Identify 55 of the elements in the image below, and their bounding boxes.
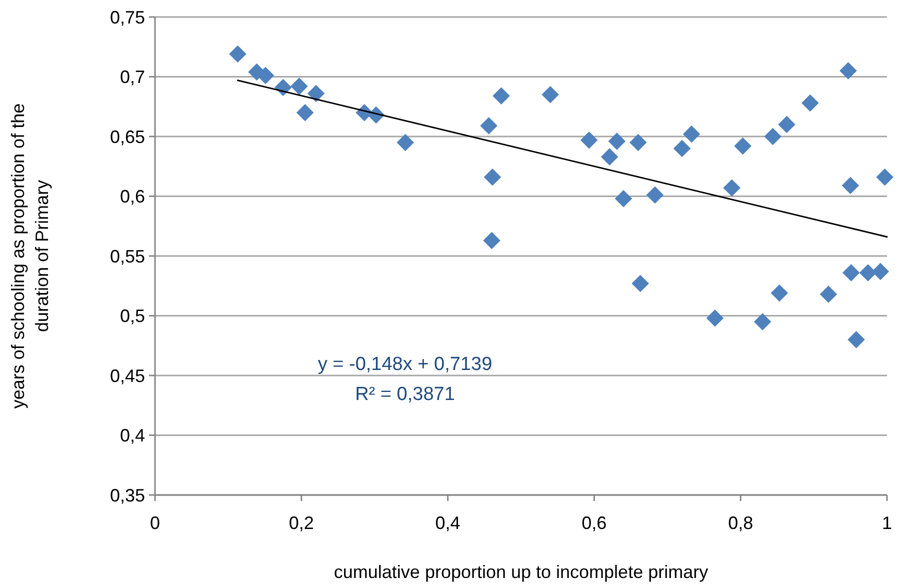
x-tick-label: 0,6 bbox=[582, 513, 607, 533]
x-tick-label: 0,2 bbox=[288, 513, 314, 533]
point bbox=[820, 286, 838, 303]
x-tick-label: 0,8 bbox=[728, 513, 754, 533]
point bbox=[614, 190, 632, 208]
point bbox=[608, 132, 626, 150]
point bbox=[483, 232, 500, 250]
point bbox=[646, 186, 664, 204]
point bbox=[290, 78, 308, 95]
point bbox=[274, 78, 292, 96]
point bbox=[734, 137, 752, 155]
point bbox=[484, 168, 502, 186]
annotation: y = -0,148x + 0,7139 bbox=[318, 354, 492, 375]
point bbox=[682, 125, 700, 143]
annotation: R² = 0,3871 bbox=[355, 384, 455, 405]
point bbox=[396, 134, 414, 152]
x-axis-title: cumulative proportion up to incomplete primary bbox=[334, 562, 708, 582]
y-tick-label: 0,55 bbox=[110, 246, 145, 266]
point bbox=[840, 62, 857, 80]
y-axis-title: years of schooling as proportion of the duration of Primary bbox=[8, 103, 52, 409]
point bbox=[480, 117, 498, 134]
point bbox=[629, 134, 647, 152]
y-tick-label: 0,7 bbox=[120, 67, 145, 88]
point bbox=[600, 148, 618, 166]
point bbox=[723, 179, 740, 197]
point bbox=[842, 176, 860, 194]
point bbox=[859, 264, 877, 282]
y-tick-label: 0,45 bbox=[110, 366, 145, 386]
y-tick-label: 0,65 bbox=[110, 126, 145, 147]
point bbox=[872, 262, 890, 280]
point bbox=[307, 84, 325, 102]
point bbox=[764, 128, 782, 146]
point bbox=[770, 284, 788, 302]
x-tick-label: 1 bbox=[882, 513, 892, 533]
point bbox=[876, 168, 894, 186]
point bbox=[778, 116, 796, 134]
y-tick-label: 0,5 bbox=[120, 306, 145, 326]
point bbox=[580, 131, 598, 149]
point bbox=[542, 86, 559, 104]
point bbox=[229, 45, 246, 63]
point bbox=[802, 94, 819, 112]
point bbox=[296, 104, 314, 122]
y-tick-label: 0,4 bbox=[120, 426, 145, 446]
point bbox=[632, 274, 649, 292]
y-tick-label: 0,75 bbox=[110, 7, 145, 28]
y-tick-label: 0,6 bbox=[120, 186, 145, 207]
point bbox=[673, 140, 691, 158]
x-tick-label: 0,4 bbox=[435, 513, 460, 533]
point bbox=[492, 87, 510, 104]
x-tick-label: 0 bbox=[150, 513, 160, 533]
point bbox=[842, 264, 860, 282]
point bbox=[754, 313, 772, 330]
point bbox=[706, 310, 724, 327]
y-tick-label: 0,35 bbox=[110, 485, 145, 506]
point bbox=[848, 331, 865, 348]
